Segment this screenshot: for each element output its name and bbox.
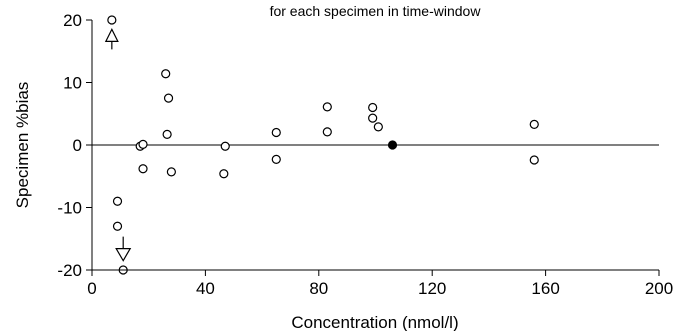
y-tick-label: 20 <box>63 11 82 30</box>
y-axis: -20 -10 0 10 20 <box>57 11 93 280</box>
data-point <box>166 167 176 177</box>
y-tick-label: 0 <box>73 136 82 155</box>
y-axis-title: Specimen %bias <box>13 82 32 209</box>
x-tick-label: 40 <box>196 279 215 298</box>
data-point <box>271 154 281 164</box>
chart-title: for each specimen in time-window <box>270 3 482 19</box>
data-point-filled <box>387 140 398 150</box>
data-point <box>219 169 229 179</box>
x-tick-label: 200 <box>645 279 673 298</box>
arrow-down-marker <box>115 248 132 262</box>
x-tick-label: 80 <box>309 279 328 298</box>
data-point <box>322 127 332 137</box>
data-point <box>271 127 281 138</box>
data-point <box>529 155 539 165</box>
x-axis: 0 40 80 120 160 200 <box>87 269 673 298</box>
y-tick-label: 10 <box>63 74 82 93</box>
data-point <box>162 129 172 139</box>
data-point <box>368 113 378 123</box>
x-tick-label: 160 <box>531 279 559 298</box>
data-point <box>373 122 383 132</box>
arrow-up-marker <box>104 28 119 42</box>
data-point <box>107 15 117 25</box>
y-tick-label: -20 <box>57 261 82 280</box>
x-tick-label: 120 <box>418 279 446 298</box>
data-point <box>112 221 123 231</box>
data-point <box>112 196 123 206</box>
data-point <box>163 93 174 103</box>
data-point <box>322 102 332 112</box>
plot-area <box>92 15 659 275</box>
data-point <box>220 141 230 151</box>
data-point <box>161 69 171 79</box>
y-tick-label: -10 <box>57 199 82 218</box>
x-tick-label: 0 <box>87 279 96 298</box>
data-point <box>138 164 148 174</box>
x-axis-title: Concentration (nmol/l) <box>291 313 458 331</box>
data-point <box>138 139 148 149</box>
data-point <box>368 102 378 113</box>
data-point <box>529 119 539 129</box>
